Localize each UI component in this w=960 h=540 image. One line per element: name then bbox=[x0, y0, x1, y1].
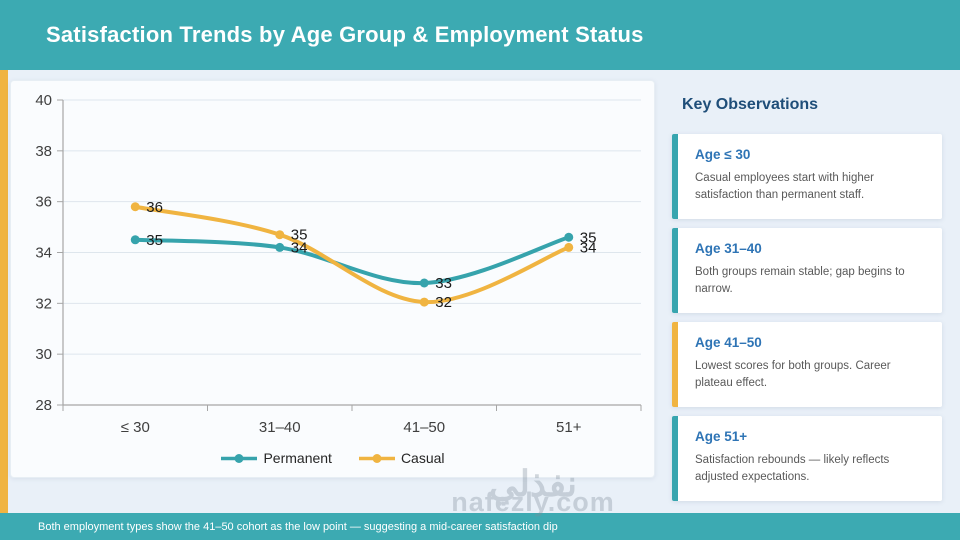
observation-card: Age 31–40 Both groups remain stable; gap … bbox=[672, 228, 942, 313]
chart-panel: 28 30 32 34 36 38 40 ≤ 30 31–40 41–50 51+ 35 34 33 35 3… bbox=[10, 80, 655, 478]
left-accent-strip bbox=[0, 70, 8, 513]
legend-item-permanent: Permanent bbox=[220, 450, 332, 466]
svg-text:38: 38 bbox=[35, 143, 52, 160]
svg-text:40: 40 bbox=[35, 92, 52, 109]
card-accent-bar bbox=[672, 228, 678, 313]
legend-item-casual: Casual bbox=[358, 450, 445, 466]
card-title: Age ≤ 30 bbox=[695, 147, 751, 162]
card-accent-bar bbox=[672, 134, 678, 219]
legend-label: Casual bbox=[400, 450, 445, 466]
observation-card: Age ≤ 30 Casual employees start with high… bbox=[672, 134, 942, 219]
page-title: Satisfaction Trends by Age Group & Emplo… bbox=[46, 22, 644, 47]
card-body: Lowest scores for both groups. Career pl… bbox=[695, 360, 891, 389]
card-accent-bar bbox=[672, 322, 678, 407]
svg-text:35: 35 bbox=[146, 232, 163, 249]
card-title: Age 51+ bbox=[695, 429, 748, 444]
svg-text:41–50: 41–50 bbox=[403, 419, 445, 436]
svg-text:32: 32 bbox=[35, 295, 52, 312]
svg-text:34: 34 bbox=[35, 245, 52, 262]
header-bar: Satisfaction Trends by Age Group & Emplo… bbox=[0, 0, 960, 70]
legend-marker-icon bbox=[221, 453, 258, 463]
footer-bar: Both employment types show the 41–50 coh… bbox=[0, 513, 960, 540]
svg-text:35: 35 bbox=[580, 229, 597, 246]
watermark-domain: nafezly.com bbox=[451, 487, 615, 517]
svg-text:33: 33 bbox=[435, 275, 452, 292]
legend-label: Permanent bbox=[263, 450, 332, 466]
legend-marker-icon bbox=[358, 453, 395, 463]
svg-text:31–40: 31–40 bbox=[259, 419, 301, 436]
chart-legend: Permanent Casual bbox=[11, 450, 654, 466]
svg-text:36: 36 bbox=[146, 199, 163, 216]
card-title: Age 41–50 bbox=[695, 335, 762, 350]
svg-text:34: 34 bbox=[291, 239, 308, 256]
svg-text:36: 36 bbox=[35, 194, 52, 211]
observation-card: Age 41–50 Lowest scores for both groups. … bbox=[672, 322, 942, 407]
observation-card: Age 51+ Satisfaction rebounds — likely re… bbox=[672, 416, 942, 501]
svg-text:32: 32 bbox=[435, 294, 452, 311]
svg-text:34: 34 bbox=[580, 239, 597, 256]
card-body: Satisfaction rebounds — likely reflects … bbox=[695, 454, 890, 483]
observations-panel: Key Observations Age ≤ 30 Casual employee… bbox=[672, 96, 942, 510]
svg-text:35: 35 bbox=[291, 227, 308, 244]
observations-title: Key Observations bbox=[682, 96, 819, 113]
observation-cards: Age ≤ 30 Casual employees start with high… bbox=[672, 134, 942, 501]
footer-text: Both employment types show the 41–50 coh… bbox=[38, 520, 558, 533]
svg-text:51+: 51+ bbox=[556, 419, 582, 436]
svg-text:30: 30 bbox=[35, 346, 52, 363]
card-body: Casual employees start with higher satis… bbox=[695, 172, 874, 201]
card-accent-bar bbox=[672, 416, 678, 501]
svg-text:28: 28 bbox=[35, 397, 52, 414]
card-title: Age 31–40 bbox=[695, 241, 762, 256]
svg-text:≤ 30: ≤ 30 bbox=[121, 419, 150, 436]
card-body: Both groups remain stable; gap begins to… bbox=[695, 266, 905, 295]
